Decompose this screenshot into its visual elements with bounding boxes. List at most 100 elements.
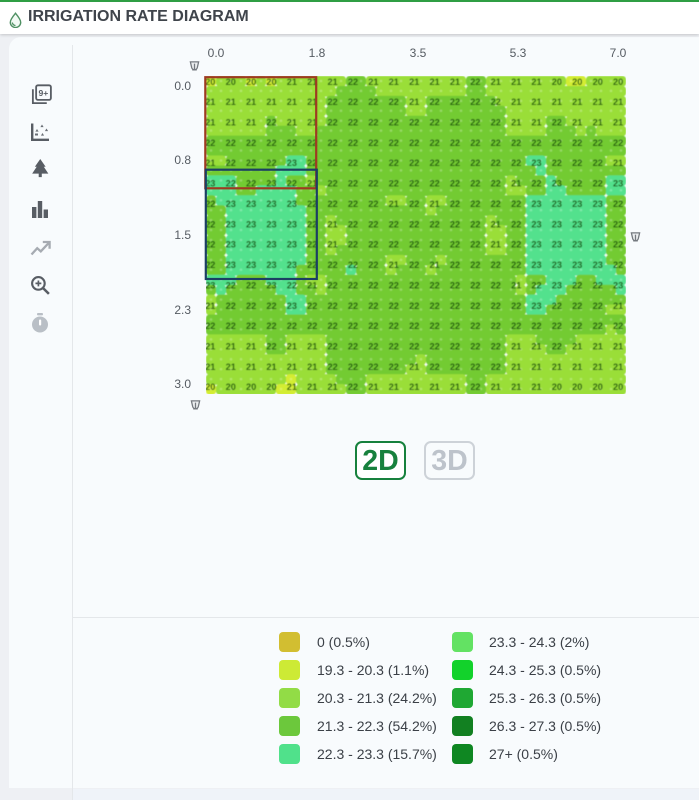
- svg-text:22: 22: [450, 158, 460, 168]
- svg-text:22: 22: [470, 280, 480, 290]
- svg-text:22: 22: [429, 240, 439, 250]
- svg-text:21: 21: [409, 97, 419, 107]
- svg-text:23: 23: [246, 260, 256, 270]
- svg-text:21: 21: [450, 77, 460, 87]
- svg-text:22: 22: [470, 362, 480, 372]
- svg-text:23: 23: [552, 260, 562, 270]
- svg-text:22: 22: [429, 219, 439, 229]
- svg-text:22: 22: [409, 280, 419, 290]
- svg-text:23: 23: [552, 179, 562, 189]
- svg-text:22: 22: [511, 260, 521, 270]
- svg-text:23: 23: [246, 219, 256, 229]
- svg-text:22: 22: [491, 199, 501, 209]
- svg-text:22: 22: [327, 321, 337, 331]
- svg-text:22: 22: [593, 179, 603, 189]
- svg-text:23: 23: [205, 179, 215, 189]
- svg-text:22: 22: [409, 179, 419, 189]
- svg-text:22: 22: [613, 321, 623, 331]
- svg-text:23: 23: [287, 260, 297, 270]
- svg-text:21: 21: [429, 77, 439, 87]
- svg-text:22: 22: [531, 138, 541, 148]
- svg-text:22: 22: [470, 97, 480, 107]
- svg-text:22: 22: [389, 240, 399, 250]
- svg-text:23: 23: [531, 219, 541, 229]
- svg-text:22: 22: [470, 219, 480, 229]
- svg-text:22: 22: [552, 118, 562, 128]
- svg-text:23: 23: [266, 240, 276, 250]
- svg-text:22: 22: [368, 219, 378, 229]
- svg-text:21: 21: [287, 382, 297, 392]
- svg-text:21: 21: [307, 341, 317, 351]
- svg-text:22: 22: [470, 301, 480, 311]
- svg-text:21: 21: [613, 301, 623, 311]
- svg-text:22: 22: [429, 362, 439, 372]
- svg-text:21: 21: [593, 341, 603, 351]
- svg-text:20: 20: [205, 382, 215, 392]
- svg-text:23: 23: [593, 240, 603, 250]
- svg-text:22: 22: [287, 179, 297, 189]
- svg-text:23: 23: [266, 280, 276, 290]
- svg-text:22: 22: [429, 280, 439, 290]
- svg-text:22: 22: [429, 321, 439, 331]
- svg-text:21: 21: [613, 118, 623, 128]
- svg-text:21: 21: [409, 362, 419, 372]
- svg-text:22: 22: [205, 240, 215, 250]
- svg-text:22: 22: [429, 301, 439, 311]
- svg-text:21: 21: [572, 118, 582, 128]
- svg-text:22: 22: [450, 321, 460, 331]
- svg-text:20: 20: [613, 77, 623, 87]
- svg-text:22: 22: [307, 158, 317, 168]
- svg-text:22: 22: [266, 158, 276, 168]
- svg-text:22: 22: [409, 341, 419, 351]
- svg-text:22: 22: [205, 219, 215, 229]
- svg-text:23: 23: [287, 199, 297, 209]
- svg-text:20: 20: [593, 77, 603, 87]
- svg-text:22: 22: [348, 97, 358, 107]
- svg-text:22: 22: [327, 158, 337, 168]
- svg-text:21: 21: [287, 118, 297, 128]
- svg-text:22: 22: [450, 199, 460, 209]
- svg-text:22: 22: [491, 179, 501, 189]
- svg-text:21: 21: [511, 280, 521, 290]
- svg-text:9+: 9+: [38, 88, 48, 98]
- svg-text:22: 22: [389, 362, 399, 372]
- svg-text:22: 22: [593, 280, 603, 290]
- svg-text:22: 22: [470, 341, 480, 351]
- svg-text:21: 21: [429, 260, 439, 270]
- svg-text:23: 23: [552, 240, 562, 250]
- svg-text:23: 23: [572, 260, 582, 270]
- svg-text:22: 22: [450, 301, 460, 311]
- svg-text:22: 22: [491, 118, 501, 128]
- svg-text:20: 20: [246, 77, 256, 87]
- svg-text:21: 21: [613, 341, 623, 351]
- svg-text:22: 22: [327, 280, 337, 290]
- svg-text:22: 22: [307, 240, 317, 250]
- svg-text:22: 22: [593, 301, 603, 311]
- svg-text:22: 22: [450, 260, 460, 270]
- svg-text:21: 21: [491, 240, 501, 250]
- svg-text:22: 22: [368, 199, 378, 209]
- svg-text:21: 21: [205, 118, 215, 128]
- svg-text:22: 22: [368, 138, 378, 148]
- svg-text:22: 22: [368, 280, 378, 290]
- svg-text:22: 22: [368, 240, 378, 250]
- svg-text:23: 23: [226, 219, 236, 229]
- svg-text:20: 20: [266, 382, 276, 392]
- svg-text:21: 21: [409, 77, 419, 87]
- svg-text:21: 21: [593, 362, 603, 372]
- svg-text:21: 21: [368, 77, 378, 87]
- svg-text:21: 21: [389, 199, 399, 209]
- svg-text:23: 23: [287, 158, 297, 168]
- svg-text:20: 20: [552, 382, 562, 392]
- svg-text:23: 23: [266, 179, 276, 189]
- svg-text:22: 22: [348, 179, 358, 189]
- svg-text:21: 21: [572, 362, 582, 372]
- svg-text:22: 22: [470, 321, 480, 331]
- svg-text:22: 22: [491, 341, 501, 351]
- svg-text:22: 22: [572, 179, 582, 189]
- svg-text:22: 22: [266, 321, 276, 331]
- svg-text:22: 22: [593, 158, 603, 168]
- svg-text:21: 21: [266, 97, 276, 107]
- svg-text:22: 22: [491, 97, 501, 107]
- svg-text:22: 22: [409, 301, 419, 311]
